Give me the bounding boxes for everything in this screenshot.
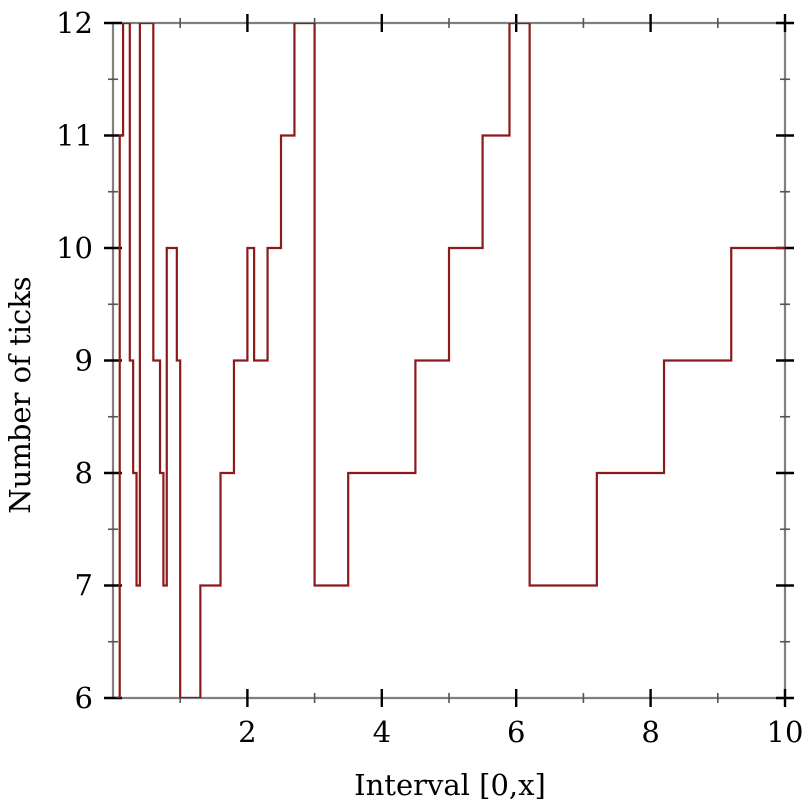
y-tick-label: 11	[56, 119, 93, 153]
x-axis-title: Interval [0,x]	[354, 768, 546, 802]
x-tick-label: 6	[507, 715, 525, 749]
data-line-ticks	[116, 23, 785, 698]
x-tick-label: 4	[373, 715, 391, 749]
axes-group: 2 4 6 8 10 6 7 8 9 10 11 12	[56, 6, 803, 749]
y-tick-label: 12	[56, 6, 93, 40]
axis-labels-group: Interval [0,x] Number of ticks	[3, 276, 546, 802]
x-tick-label: 2	[238, 715, 256, 749]
y-tick-label: 8	[75, 456, 93, 490]
y-tick-label: 10	[56, 231, 93, 265]
y-tick-label: 6	[75, 681, 93, 715]
y-tick-label: 9	[75, 344, 93, 378]
x-tick-label: 8	[641, 715, 659, 749]
y-tick-label: 7	[75, 569, 93, 603]
data-line-group	[116, 23, 785, 698]
x-tick-label: 10	[767, 715, 804, 749]
y-axis-title: Number of ticks	[3, 276, 37, 513]
